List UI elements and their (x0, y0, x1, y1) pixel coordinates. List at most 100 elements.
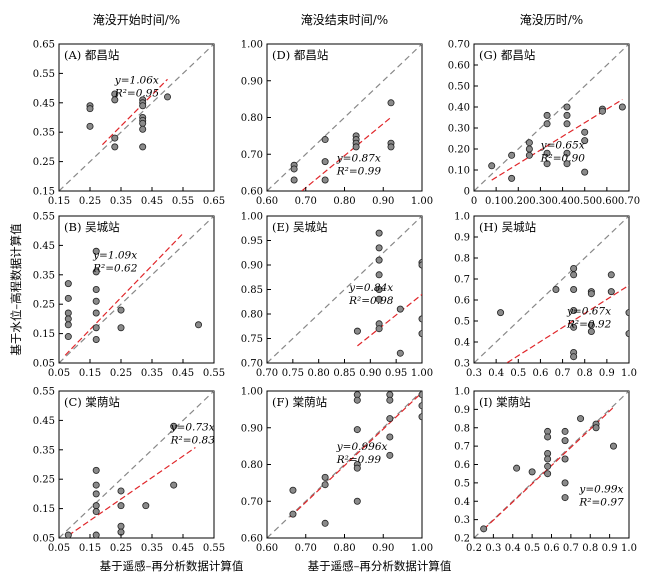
data-point (111, 134, 119, 142)
data-point (563, 111, 571, 119)
data-point (525, 145, 533, 153)
x-axis-label: 基于遥感–再分析数据计算值 (100, 559, 244, 573)
data-point (625, 330, 629, 338)
one-to-one-line (474, 216, 629, 363)
x-tick-label: 0.70 (295, 196, 317, 207)
r-squared-label: R²=0.62 (92, 263, 138, 275)
data-point (92, 309, 100, 317)
data-point (386, 396, 394, 404)
data-point (570, 271, 578, 279)
y-tick-label: 0.70 (448, 40, 470, 51)
panel-label: (E) 吴城站 (272, 220, 328, 234)
r-squared-label: R²=0.98 (348, 295, 394, 307)
y-tick-label: 0.7 (454, 275, 470, 286)
x-tick-label: 0.15 (48, 196, 70, 207)
data-point (544, 470, 552, 478)
y-tick-label: 0.60 (241, 534, 263, 545)
x-tick-label: 0.35 (141, 368, 163, 379)
regression-equation: y=1.06x (114, 75, 159, 87)
data-point (139, 143, 147, 151)
data-point (64, 280, 72, 288)
x-tick-label: 0.60 (256, 543, 278, 554)
y-tick-label: 0.15 (33, 504, 55, 515)
y-tick-label: 0.20 (448, 145, 470, 156)
x-tick-label: 0.6 (532, 368, 548, 379)
data-point (64, 333, 72, 341)
y-tick-label: 0.40 (448, 103, 470, 114)
data-point (386, 415, 394, 423)
x-tick-label: 0.20 (507, 196, 529, 207)
y-tick-label: 0.90 (241, 76, 263, 87)
data-point (92, 531, 100, 538)
panel-label: (F) 棠荫站 (272, 395, 328, 409)
r-squared-label: R²=0.92 (566, 318, 612, 330)
data-point (543, 149, 551, 157)
data-point (610, 442, 618, 450)
y-tick-label: 0.70 (241, 497, 263, 508)
x-tick-label: 0.95 (385, 368, 407, 379)
data-point (289, 486, 297, 494)
data-point (587, 327, 595, 335)
data-point (480, 525, 488, 533)
x-tick-label: 0.8 (582, 543, 598, 554)
data-point (563, 103, 571, 111)
x-tick-label: 0.4 (488, 368, 504, 379)
x-tick-label: 0.55 (203, 368, 225, 379)
y-tick-label: 0.5 (454, 317, 470, 328)
data-point (139, 125, 147, 133)
regression-equation: y=0.87x (336, 153, 381, 165)
data-point (375, 295, 383, 303)
x-tick-label: 0.4 (505, 543, 521, 554)
data-point (544, 462, 552, 470)
data-point (563, 149, 571, 157)
y-tick-label: 0.7 (454, 442, 470, 453)
data-point (117, 522, 125, 530)
data-point (618, 103, 626, 111)
data-point (117, 324, 125, 332)
x-tick-label: 0.50 (574, 196, 596, 207)
data-point (111, 143, 119, 151)
data-point (552, 285, 560, 293)
data-point (577, 415, 585, 423)
panel-label: (B) 吴城站 (64, 220, 120, 234)
chart-panel: 0.3 0.4 0.5 0.6 0.7 0.8 0.9 1.0 0.3 0.4 0.5 0.6 0.7 0… (454, 212, 637, 380)
one-to-one-line (267, 216, 422, 363)
r-squared-label: R²=0.83 (170, 435, 216, 447)
data-point (92, 324, 100, 332)
data-point (592, 424, 600, 432)
data-point (142, 502, 150, 510)
regression-equation: y=1.09x (92, 250, 137, 262)
data-point (387, 99, 395, 107)
y-tick-label: 0.70 (241, 359, 263, 370)
y-tick-label: 1.0 (454, 212, 470, 223)
y-tick-label: 0.60 (448, 61, 470, 72)
data-point (561, 437, 569, 445)
data-point (581, 137, 589, 145)
x-tick-label: 0.15 (79, 368, 101, 379)
y-tick-label: 0.35 (33, 445, 55, 456)
data-point (570, 323, 578, 331)
data-point (561, 479, 569, 487)
plot-frame (58, 215, 215, 364)
data-point (92, 335, 100, 343)
chart-panel: 0.15 0.25 0.35 0.45 0.55 0.65 0.15 0.25 0.35 0.45… (33, 40, 225, 208)
data-point (561, 455, 569, 463)
x-tick-label: 0.25 (110, 368, 132, 379)
y-tick-label: 0.05 (33, 534, 55, 545)
data-point (321, 158, 329, 166)
panel-label: (D) 都昌站 (272, 48, 329, 62)
column-title: 淹没结束时间/% (301, 12, 388, 27)
data-point (418, 261, 422, 269)
data-point (525, 139, 533, 147)
y-tick-label: 0.85 (241, 285, 263, 296)
data-point (508, 151, 516, 159)
x-tick-label: 0.25 (110, 543, 132, 554)
x-tick-label: 0.05 (48, 543, 70, 554)
data-point (587, 290, 595, 298)
regression-equation: y=0.73x (170, 422, 215, 434)
data-point (86, 122, 94, 130)
chart-panel: 0.60 0.70 0.80 0.90 1.00 0.60 0.70 0.80 0.90 1.00… (241, 387, 433, 555)
r-squared-label: R²=0.95 (114, 88, 160, 100)
x-tick-label: 0.3 (485, 543, 501, 554)
